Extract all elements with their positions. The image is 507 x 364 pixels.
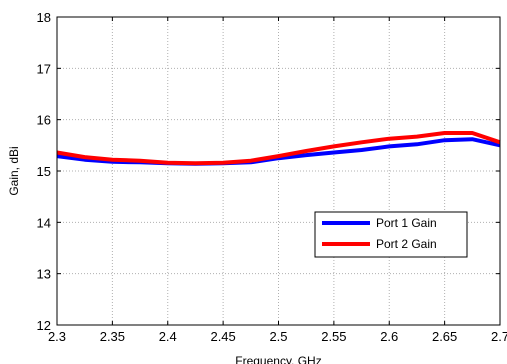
legend-label-port1: Port 1 Gain <box>376 216 437 230</box>
y-tick-label: 18 <box>37 10 51 25</box>
grid-lines <box>57 17 500 325</box>
y-tick-label: 12 <box>37 318 51 333</box>
x-tick-label: 2.4 <box>159 329 177 344</box>
x-tick-label: 2.7 <box>491 329 507 344</box>
y-axis-label: Gain, dBi <box>7 146 21 195</box>
y-tick-label: 13 <box>37 267 51 282</box>
legend-label-port2: Port 2 Gain <box>376 237 437 251</box>
x-tick-label: 2.3 <box>48 329 66 344</box>
axis-ticks: 2.3 2.35 2.4 2.45 2.5 2.55 2.6 2.65 2.7 12 13 14 15 1… <box>37 10 507 344</box>
y-tick-label: 15 <box>37 164 51 179</box>
x-tick-label: 2.35 <box>100 329 125 344</box>
series-lines <box>56 131 501 166</box>
x-axis-label: Frequency, GHz <box>235 354 321 364</box>
y-tick-label: 17 <box>37 61 51 76</box>
legend-box <box>314 211 468 258</box>
legend: Port 1 Gain Port 2 Gain <box>314 211 468 258</box>
x-tick-label: 2.5 <box>269 329 287 344</box>
x-tick-label: 2.55 <box>321 329 346 344</box>
port2-gain-line <box>56 131 501 166</box>
y-tick-label: 14 <box>37 215 51 230</box>
x-tick-label: 2.6 <box>380 329 398 344</box>
x-tick-label: 2.65 <box>432 329 457 344</box>
x-tick-label: 2.45 <box>210 329 235 344</box>
y-tick-label: 16 <box>37 113 51 128</box>
